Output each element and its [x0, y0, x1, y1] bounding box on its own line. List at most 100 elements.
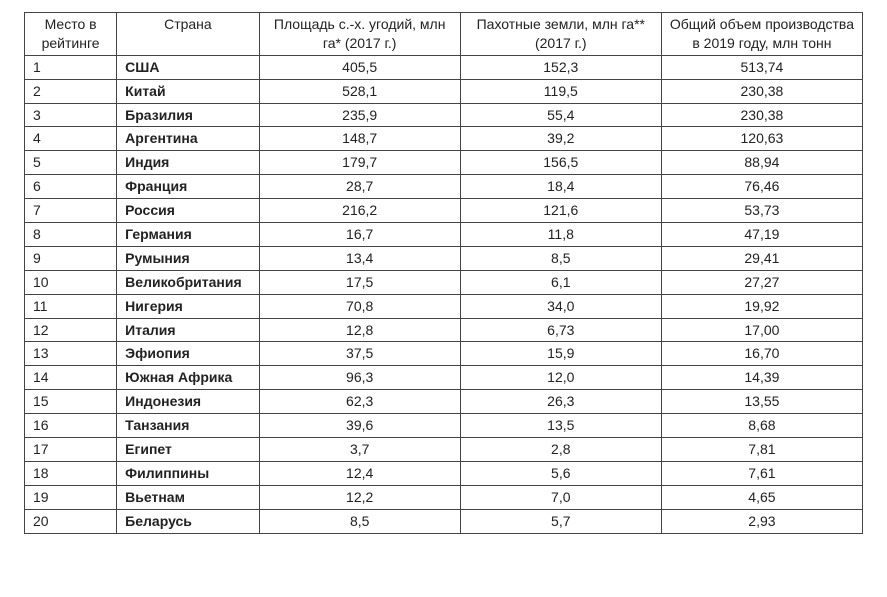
cell-agri-area: 28,7: [259, 175, 460, 199]
cell-agri-area: 12,4: [259, 461, 460, 485]
table-row: 17Египет3,72,87,81: [25, 438, 863, 462]
cell-production: 4,65: [661, 485, 862, 509]
cell-agri-area: 3,7: [259, 438, 460, 462]
cell-arable: 5,7: [460, 509, 661, 533]
cell-agri-area: 17,5: [259, 270, 460, 294]
cell-country: Бразилия: [117, 103, 259, 127]
cell-country: Россия: [117, 199, 259, 223]
cell-rank: 2: [25, 79, 117, 103]
cell-rank: 8: [25, 223, 117, 247]
cell-production: 47,19: [661, 223, 862, 247]
cell-country: Филиппины: [117, 461, 259, 485]
table-row: 14Южная Африка96,312,014,39: [25, 366, 863, 390]
cell-agri-area: 405,5: [259, 55, 460, 79]
header-production: Общий объем производства в 2019 году, мл…: [661, 13, 862, 56]
table-row: 11Нигерия70,834,019,92: [25, 294, 863, 318]
cell-rank: 7: [25, 199, 117, 223]
cell-rank: 17: [25, 438, 117, 462]
table-row: 20Беларусь8,55,72,93: [25, 509, 863, 533]
table-head: Место в рейтинге Страна Площадь с.-х. уг…: [25, 13, 863, 56]
cell-production: 27,27: [661, 270, 862, 294]
cell-agri-area: 148,7: [259, 127, 460, 151]
header-country: Страна: [117, 13, 259, 56]
cell-agri-area: 62,3: [259, 390, 460, 414]
cell-country: Индия: [117, 151, 259, 175]
cell-country: Вьетнам: [117, 485, 259, 509]
cell-agri-area: 16,7: [259, 223, 460, 247]
cell-rank: 11: [25, 294, 117, 318]
cell-production: 16,70: [661, 342, 862, 366]
cell-country: Китай: [117, 79, 259, 103]
table-row: 10Великобритания17,56,127,27: [25, 270, 863, 294]
cell-arable: 6,73: [460, 318, 661, 342]
cell-rank: 1: [25, 55, 117, 79]
cell-country: Франция: [117, 175, 259, 199]
cell-arable: 13,5: [460, 414, 661, 438]
table-row: 9Румыния13,48,529,41: [25, 246, 863, 270]
table-row: 1США405,5152,3513,74: [25, 55, 863, 79]
cell-production: 88,94: [661, 151, 862, 175]
cell-rank: 14: [25, 366, 117, 390]
cell-country: Румыния: [117, 246, 259, 270]
cell-arable: 26,3: [460, 390, 661, 414]
cell-agri-area: 12,8: [259, 318, 460, 342]
header-rank: Место в рейтинге: [25, 13, 117, 56]
table-header-row: Место в рейтинге Страна Площадь с.-х. уг…: [25, 13, 863, 56]
cell-arable: 18,4: [460, 175, 661, 199]
header-agri-area: Площадь с.-х. угодий, млн га* (2017 г.): [259, 13, 460, 56]
header-arable: Пахотные земли, млн га** (2017 г.): [460, 13, 661, 56]
cell-arable: 156,5: [460, 151, 661, 175]
table-row: 4Аргентина148,739,2120,63: [25, 127, 863, 151]
cell-country: Германия: [117, 223, 259, 247]
table-row: 8Германия16,711,847,19: [25, 223, 863, 247]
cell-rank: 18: [25, 461, 117, 485]
cell-arable: 55,4: [460, 103, 661, 127]
cell-rank: 4: [25, 127, 117, 151]
cell-agri-area: 13,4: [259, 246, 460, 270]
cell-production: 513,74: [661, 55, 862, 79]
cell-agri-area: 235,9: [259, 103, 460, 127]
table-row: 15Индонезия62,326,313,55: [25, 390, 863, 414]
cell-production: 120,63: [661, 127, 862, 151]
cell-arable: 152,3: [460, 55, 661, 79]
cell-rank: 5: [25, 151, 117, 175]
table-row: 19Вьетнам12,27,04,65: [25, 485, 863, 509]
cell-country: Эфиопия: [117, 342, 259, 366]
cell-agri-area: 179,7: [259, 151, 460, 175]
cell-production: 29,41: [661, 246, 862, 270]
table-row: 18Филиппины12,45,67,61: [25, 461, 863, 485]
cell-arable: 7,0: [460, 485, 661, 509]
cell-arable: 15,9: [460, 342, 661, 366]
cell-agri-area: 528,1: [259, 79, 460, 103]
cell-country: США: [117, 55, 259, 79]
cell-production: 53,73: [661, 199, 862, 223]
table-row: 12Италия12,86,7317,00: [25, 318, 863, 342]
cell-agri-area: 216,2: [259, 199, 460, 223]
cell-production: 8,68: [661, 414, 862, 438]
table-row: 16Танзания39,613,58,68: [25, 414, 863, 438]
cell-agri-area: 39,6: [259, 414, 460, 438]
table-row: 13Эфиопия37,515,916,70: [25, 342, 863, 366]
cell-production: 13,55: [661, 390, 862, 414]
cell-agri-area: 37,5: [259, 342, 460, 366]
cell-arable: 2,8: [460, 438, 661, 462]
cell-country: Беларусь: [117, 509, 259, 533]
cell-production: 2,93: [661, 509, 862, 533]
cell-country: Южная Африка: [117, 366, 259, 390]
cell-arable: 34,0: [460, 294, 661, 318]
cell-rank: 19: [25, 485, 117, 509]
cell-rank: 20: [25, 509, 117, 533]
cell-rank: 16: [25, 414, 117, 438]
cell-arable: 5,6: [460, 461, 661, 485]
cell-rank: 13: [25, 342, 117, 366]
cell-rank: 6: [25, 175, 117, 199]
cell-arable: 12,0: [460, 366, 661, 390]
cell-production: 14,39: [661, 366, 862, 390]
cell-rank: 12: [25, 318, 117, 342]
cell-production: 17,00: [661, 318, 862, 342]
cell-arable: 119,5: [460, 79, 661, 103]
table-row: 5Индия179,7156,588,94: [25, 151, 863, 175]
agri-ranking-table: Место в рейтинге Страна Площадь с.-х. уг…: [24, 12, 863, 534]
cell-arable: 39,2: [460, 127, 661, 151]
cell-production: 230,38: [661, 79, 862, 103]
